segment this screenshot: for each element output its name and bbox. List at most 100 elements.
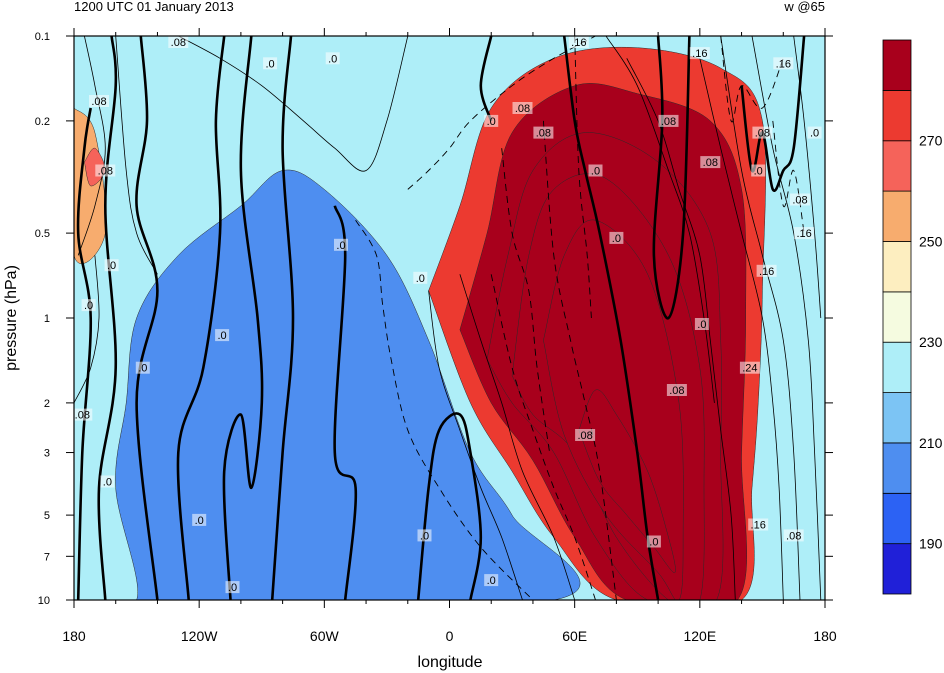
colorbar-swatch-1 (882, 492, 912, 545)
y-tick-label-7: 7 (44, 551, 50, 563)
title-left: 1200 UTC 01 January 2013 (74, 0, 234, 14)
contour-label-bg (794, 227, 815, 240)
contour-label-bg (89, 95, 109, 107)
contour-label-bg (588, 164, 603, 177)
contour-label-bg (739, 361, 760, 374)
contour-label-bg (215, 329, 230, 342)
thin-contour-5 (459, 274, 576, 600)
contour-label-bg (666, 384, 687, 396)
contour-label-16: .0 (751, 164, 766, 178)
colorbar-swatch-4 (882, 341, 912, 394)
contour-label-text: .16 (776, 58, 791, 70)
colorbar-swatch-10 (882, 39, 912, 91)
contour-label-bg (807, 126, 822, 139)
contour-label-text: .0 (228, 582, 237, 594)
contour-label-bg (95, 164, 116, 177)
contour-label-bg (658, 114, 679, 127)
contour-label-14: .0 (588, 164, 603, 178)
y-tick-label-6: 5 (44, 510, 50, 522)
contour-label-bg (748, 518, 769, 531)
contour-label-text: .0 (416, 273, 425, 285)
contour-label-11: .08 (533, 126, 554, 140)
contour-label-text: .0 (103, 477, 112, 489)
zero-contour-8 (479, 36, 493, 122)
y-tick-label-3: 1 (44, 313, 50, 325)
contour-label-bg (575, 429, 596, 441)
contour-label-bg (773, 57, 794, 70)
contour-label-bg (81, 299, 96, 312)
colorbar-swatch-6 (882, 241, 912, 293)
contour-label-text: .0 (218, 330, 227, 342)
contour-label-29: .08 (666, 384, 687, 397)
contour-label-text: .08 (786, 530, 801, 542)
contour-label-1: .08 (89, 95, 109, 108)
contour-label-text: .0 (84, 300, 93, 312)
contour-label-2: .0 (263, 57, 278, 70)
contour-label-9: .08 (95, 164, 116, 178)
contour-label-23: .16 (756, 264, 777, 278)
temperature-region-200 (74, 169, 581, 600)
thin-contour-7 (720, 36, 801, 600)
y-tick-label-2: 0.5 (35, 228, 50, 240)
contour-label-text: .0 (810, 128, 819, 140)
contour-label-bg (752, 126, 773, 139)
y-tick-label-4: 2 (44, 398, 50, 410)
x-tick-label-2: 60W (310, 628, 340, 644)
contour-label-26: .0 (215, 329, 230, 342)
contour-label-text: .0 (697, 319, 706, 331)
contour-label-bg (100, 475, 115, 488)
contour-label-bg (484, 114, 499, 127)
thin-contour-8 (751, 36, 822, 600)
contour-label-bg (325, 52, 340, 65)
thin-contour-0 (77, 36, 106, 256)
contour-label-bg (74, 408, 93, 421)
zero-contour-4 (222, 36, 264, 600)
contour-label-34: .16 (748, 518, 769, 532)
thin-contour-2 (115, 36, 158, 275)
contour-label-bg (609, 231, 624, 244)
zero-contour-1 (97, 36, 118, 600)
contour-label-7: .08 (658, 114, 679, 128)
contour-label-bg (263, 57, 278, 70)
x-axis: 180 120W 60W 0 60E 120E 180 (62, 28, 837, 644)
contour-label-text: .16 (692, 48, 707, 60)
contour-label-text: .08 (755, 128, 770, 140)
temperature-region-320 (578, 389, 676, 573)
dashed-contour-5 (574, 36, 592, 319)
x-tick-label-3: 0 (446, 628, 454, 644)
contour-label-33: .0 (192, 513, 207, 527)
contour-label-30: .08 (74, 408, 93, 422)
contour-label-text: .08 (792, 195, 807, 207)
contour-label-text: .0 (420, 530, 429, 542)
contour-label-text: .0 (328, 53, 337, 65)
contour-label-13: .0 (807, 126, 822, 140)
contour-label-text: .0 (138, 363, 147, 375)
contour-label-18: .0 (609, 231, 624, 245)
contour-label-8: .0 (484, 114, 499, 128)
dashed-contour-2 (490, 274, 596, 600)
contour-label-21: .0 (104, 259, 119, 272)
dashed-contour-0 (355, 219, 534, 600)
contour-label-31: .08 (575, 429, 596, 442)
contour-label-22: .0 (413, 271, 428, 285)
dashed-contour-7 (772, 120, 805, 234)
contour-label-text: .24 (742, 363, 757, 375)
contour-label-0: .08 (168, 36, 189, 49)
contour-label-bg (689, 47, 710, 60)
y-axis-label: pressure (hPa) (3, 265, 20, 371)
contour-label-text: .08 (91, 96, 106, 108)
thin-contour-1 (74, 255, 100, 404)
contour-label-32: .0 (100, 475, 115, 489)
contour-label-bg (646, 535, 661, 548)
contour-label-text: .08 (515, 103, 530, 115)
contour-label-text: .08 (171, 37, 186, 49)
y-tick-label-5: 3 (44, 448, 50, 460)
contour-label-text: .16 (759, 266, 774, 278)
colorbar-swatch-2 (882, 442, 912, 494)
contour-label-15: .08 (700, 156, 721, 169)
x-tick-label-6: 180 (813, 628, 837, 644)
contour-label-bg (225, 581, 240, 594)
zero-contour-2 (135, 36, 159, 600)
x-tick-label-5: 120E (683, 628, 716, 644)
